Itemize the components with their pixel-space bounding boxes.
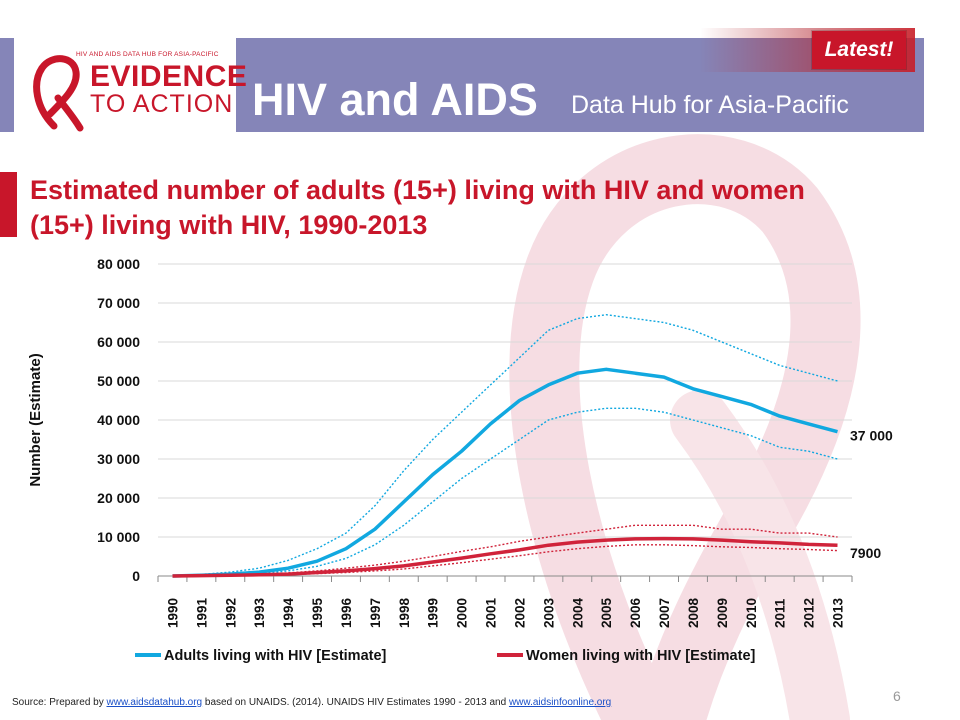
source-link-aidsinfoonline[interactable]: www.aidsinfoonline.org [508,697,612,708]
logo-tagline: HIV AND AIDS DATA HUB FOR ASIA-PACIFIC [76,51,219,58]
y-tick-label: 10 000 [97,529,140,545]
y-tick-label: 30 000 [97,451,140,467]
series-women-upper-bound [172,524,838,577]
x-tick-label: 1999 [426,598,441,628]
logo-text-evidence: EVIDENCE [90,60,248,93]
series-adults-lower-bound [172,407,838,577]
hub-title: HIV and AIDS [252,74,538,125]
x-tick-label: 2002 [512,598,527,628]
x-tick-label: 2000 [455,598,470,628]
x-tick-label: 2004 [570,597,585,628]
y-tick-label: 20 000 [97,490,140,506]
series-women-estimate-line [172,536,838,578]
series-women-end-label: 7900 [850,545,881,561]
x-tick-label: 1991 [194,597,209,628]
y-tick-label: 50 000 [97,373,140,389]
series-adults-estimate-line [172,367,838,578]
series-adults-end-label: 37 000 [850,428,893,444]
x-tick-label: 2010 [744,598,759,628]
hub-subtitle: Data Hub for Asia-Pacific [571,91,849,119]
x-tick-label: 1996 [339,597,354,628]
y-tick-label: 0 [132,568,140,584]
evidence-to-action-logo[interactable]: HIV AND AIDS DATA HUB FOR ASIA-PACIFIC E… [14,38,247,132]
red-ribbon-icon [33,55,84,132]
x-tick-label: 1998 [397,597,412,628]
y-tick-label: 40 000 [97,412,140,428]
source-link-aidsdatahub[interactable]: www.aidsdatahub.org [106,697,203,708]
x-tick-label: 1995 [310,597,325,628]
legend-label-adults: Adults living with HIV [Estimate] [164,648,387,664]
x-tick-label: 2011 [773,598,788,628]
x-tick-label: 2007 [657,598,672,628]
x-tick-label: 2005 [599,597,614,628]
x-tick-label: 1997 [368,598,383,628]
page-number: 6 [893,688,901,704]
logo-text-to-action: TO ACTION [90,90,234,118]
y-tick-label: 60 000 [97,334,140,350]
x-tick-label: 2008 [686,597,701,628]
x-tick-label: 1992 [223,598,238,628]
x-tick-label: 1994 [281,597,296,628]
hiv-line-chart: 0 10 000 20 000 30 000 40 000 50 000 60 000 70 … [27,256,893,664]
x-tick-label: 2009 [715,598,730,628]
x-tick-label: 2003 [541,597,556,628]
x-tick-label: 2001 [484,597,499,628]
x-tick-label: 1993 [252,597,267,628]
y-tick-label: 70 000 [97,295,140,311]
series-women-lower-bound [172,544,838,577]
legend-label-women: Women living with HIV [Estimate] [526,648,756,664]
x-tick-label: 2006 [628,597,643,628]
x-tick-label: 2013 [831,597,846,628]
y-tick-label: 80 000 [97,256,140,272]
source-note: Source: Prepared by www.aidsdatahub.org … [12,697,611,708]
title-marker-bar [0,172,17,237]
y-axis-title: Number (Estimate) [27,353,44,486]
series-adults-upper-bound [172,313,838,577]
slide-title: Estimated number of adults (15+) living … [30,175,805,240]
x-tick-label: 2012 [802,598,817,628]
x-tick-label: 1990 [165,598,180,628]
source-prefix: Source: Prepared by [12,697,107,708]
latest-badge[interactable]: Latest! [812,31,906,69]
source-middle: based on UNAIDS. (2014). UNAIDS HIV Esti… [202,697,509,708]
